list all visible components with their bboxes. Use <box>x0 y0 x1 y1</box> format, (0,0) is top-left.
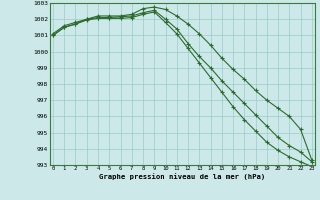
X-axis label: Graphe pression niveau de la mer (hPa): Graphe pression niveau de la mer (hPa) <box>99 173 266 180</box>
